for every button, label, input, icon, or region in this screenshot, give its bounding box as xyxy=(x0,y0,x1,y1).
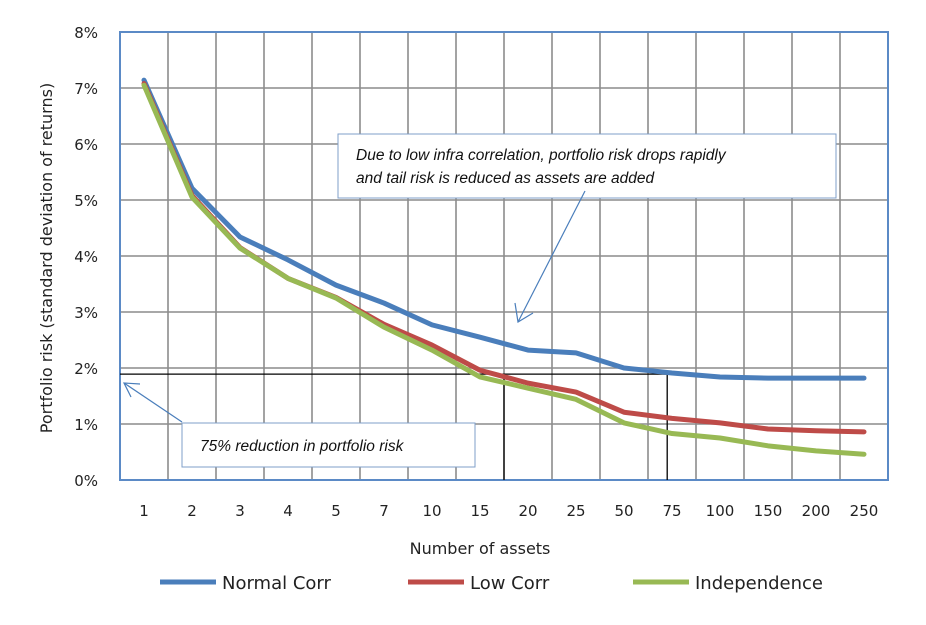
y-tick-label: 1% xyxy=(74,416,98,434)
arrowhead-1 xyxy=(514,302,534,323)
x-tick-label: 20 xyxy=(518,502,537,520)
y-tick-label: 2% xyxy=(74,360,98,378)
reference-lines xyxy=(120,373,668,480)
x-tick-label: 1 xyxy=(139,502,149,520)
series-line-normal-corr xyxy=(141,77,867,381)
arrowhead-2 xyxy=(122,382,141,398)
x-tick-label: 250 xyxy=(850,502,879,520)
legend-label: Low Corr xyxy=(470,573,550,594)
y-tick-label: 0% xyxy=(74,472,98,490)
annotation-1-line-1: Due to low infra correlation, portfolio … xyxy=(356,147,727,164)
series-line-independence xyxy=(141,82,867,457)
x-tick-label: 100 xyxy=(706,502,735,520)
annotation-1-line-2: and tail risk is reduced as assets are a… xyxy=(356,170,655,187)
legend-label: Independence xyxy=(695,573,823,594)
legend-label: Normal Corr xyxy=(222,573,332,594)
annotation-arrow-1 xyxy=(517,190,586,323)
x-tick-label: 200 xyxy=(802,502,831,520)
series-lines xyxy=(141,77,867,457)
y-tick-label: 4% xyxy=(74,248,98,266)
annotation-box-2 xyxy=(181,422,476,468)
y-tick-label: 6% xyxy=(74,136,98,154)
annotation-box-1 xyxy=(337,133,837,199)
y-tick-labels: 0% 1% 2% 3% 4% 5% 6% 7% 8% xyxy=(74,24,98,490)
x-tick-label: 5 xyxy=(331,502,341,520)
annotation-arrow-2 xyxy=(123,382,183,423)
x-tick-label: 3 xyxy=(235,502,245,520)
x-tick-label: 10 xyxy=(422,502,441,520)
x-axis-label: Number of assets xyxy=(410,539,551,558)
x-tick-labels: 1 2 3 4 5 7 10 15 20 25 50 75 100 150 200 250 xyxy=(139,502,878,520)
x-tick-label: 50 xyxy=(614,502,633,520)
x-tick-label: 150 xyxy=(754,502,783,520)
x-tick-label: 2 xyxy=(187,502,197,520)
x-tick-label: 7 xyxy=(379,502,389,520)
y-axis-label: Portfolio risk (standard deviation of re… xyxy=(37,83,56,433)
legend: Normal Corr Low Corr Independence xyxy=(160,573,823,594)
x-tick-label: 25 xyxy=(566,502,585,520)
x-tick-label: 4 xyxy=(283,502,293,520)
x-tick-label: 75 xyxy=(662,502,681,520)
annotation-2-text: 75% reduction in portfolio risk xyxy=(200,438,405,455)
y-tick-label: 3% xyxy=(74,304,98,322)
y-tick-label: 5% xyxy=(74,192,98,210)
y-tick-label: 7% xyxy=(74,80,98,98)
annotations: Due to low infra correlation, portfolio … xyxy=(122,133,837,468)
y-tick-label: 8% xyxy=(74,24,98,42)
x-tick-label: 15 xyxy=(470,502,489,520)
